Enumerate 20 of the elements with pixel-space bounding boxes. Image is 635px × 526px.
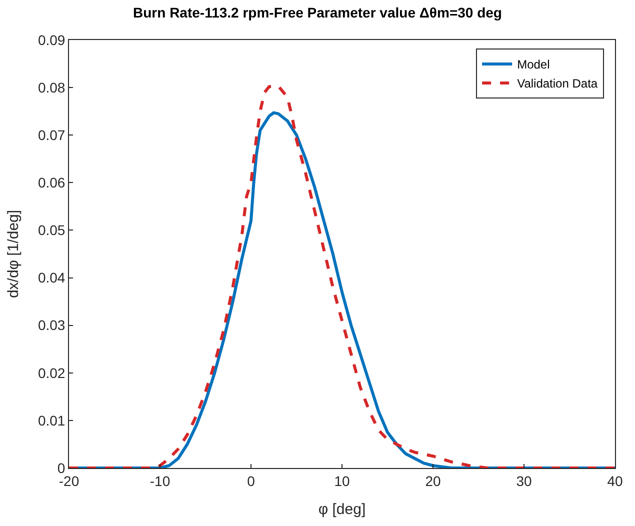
y-tick-label: 0.09 (38, 32, 66, 48)
y-tick-label: 0.06 (38, 174, 66, 191)
y-tick-label: 0.02 (38, 364, 66, 381)
x-tick-label: 30 (516, 472, 532, 489)
y-tick-label: 0.07 (38, 127, 66, 144)
y-axis-title: dx/dφ [1/deg] (5, 210, 22, 298)
legend-label: Validation Data (517, 76, 598, 91)
x-tick-label: 10 (334, 472, 350, 489)
legend-label: Model (517, 58, 550, 72)
y-tick-label: 0.01 (38, 412, 66, 428)
x-tick-label: 0 (247, 472, 256, 489)
y-tick-label: 0.03 (38, 317, 66, 334)
y-tick-label: 0.05 (38, 222, 66, 238)
x-tick-label: 40 (607, 472, 623, 489)
y-tick-label: 0.04 (38, 270, 66, 286)
chart-title: Burn Rate-113.2 rpm-Free Parameter value Δθm=30 deg (133, 4, 502, 21)
y-tick-label: 0.08 (38, 79, 66, 96)
x-tick-label: 20 (425, 472, 441, 489)
x-axis-title: φ [deg] (318, 500, 366, 518)
x-tick-label: -10 (150, 472, 170, 489)
